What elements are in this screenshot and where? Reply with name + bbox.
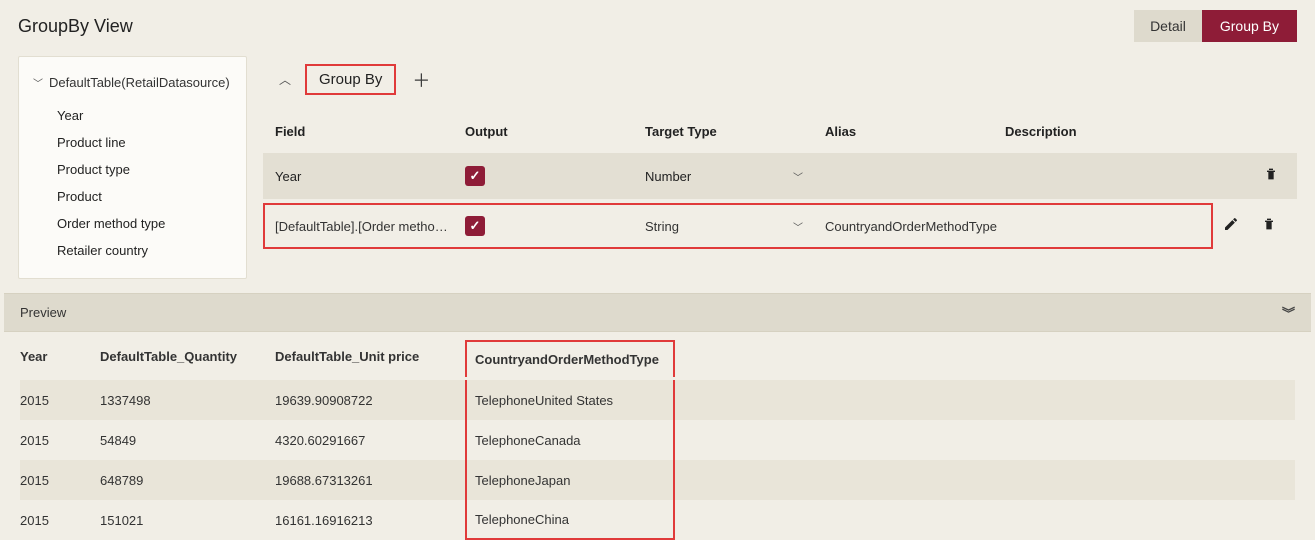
col-target: Target Type [645,124,825,139]
row-actions [1213,216,1297,236]
field-row-order-method: [DefaultTable].[Order method t... ✓ Stri… [263,203,1297,249]
field-cell: Year [275,169,465,184]
preview-col-countrymethod: CountryandOrderMethodType [465,340,675,377]
collapse-preview-icon[interactable]: ︾ [1282,303,1295,322]
output-cell: ✓ [465,216,645,236]
output-checkbox[interactable]: ✓ [465,216,485,236]
target-cell[interactable]: String ﹀ [645,219,825,234]
detail-button[interactable]: Detail [1134,10,1202,42]
tree-item-product[interactable]: Product [57,183,246,210]
field-table-header: Field Output Target Type Alias Descripti… [263,109,1297,153]
view-mode-buttons: Detail Group By [1134,10,1297,42]
preview-row: 2015 1337498 19639.90908722 TelephoneUni… [20,380,1295,420]
cell: 1337498 [100,393,275,408]
delete-icon[interactable] [1261,216,1277,236]
collapse-chevron-icon[interactable]: ︿ [275,67,295,92]
tree-item-retailer-country[interactable]: Retailer country [57,237,246,264]
target-cell[interactable]: Number ﹀ [645,169,825,184]
chevron-down-icon: ﹀ [793,219,803,234]
target-value: Number [645,169,691,184]
preview-head-row: Year DefaultTable_Quantity DefaultTable_… [20,332,1295,380]
tree-item-year[interactable]: Year [57,102,246,129]
highlighted-row: [DefaultTable].[Order method t... ✓ Stri… [263,203,1213,249]
preview-title: Preview [20,305,66,320]
tree-item-order-method-type[interactable]: Order method type [57,210,246,237]
cell: TelephoneCanada [465,420,675,460]
cell: 2015 [20,393,100,408]
edit-icon[interactable] [1223,216,1239,236]
chevron-down-icon: ﹀ [33,75,43,90]
cell: 19688.67313261 [275,473,465,488]
page-title: GroupBy View [18,16,133,37]
preview-row: 2015 648789 19688.67313261 TelephoneJapa… [20,460,1295,500]
field-cell: [DefaultTable].[Order method t... [275,219,465,234]
fields-sidebar: ﹀ DefaultTable(RetailDatasource) Year Pr… [18,56,247,279]
row-actions [1225,166,1285,186]
preview-row: 2015 54849 4320.60291667 TelephoneCanada [20,420,1295,460]
groupby-chip[interactable]: Group By [305,64,396,95]
groupby-button[interactable]: Group By [1202,10,1297,42]
cell: TelephoneChina [465,500,675,540]
cell: TelephoneUnited States [465,380,675,420]
tree-root-node[interactable]: ﹀ DefaultTable(RetailDatasource) [19,71,246,102]
col-alias: Alias [825,124,1005,139]
chevron-down-icon: ﹀ [793,169,803,184]
cell: 2015 [20,513,100,528]
cell: 151021 [100,513,275,528]
col-output: Output [465,124,645,139]
cell: 2015 [20,433,100,448]
col-description: Description [1005,124,1225,139]
preview-table: Year DefaultTable_Quantity DefaultTable_… [4,332,1311,540]
cell: 2015 [20,473,100,488]
tree-item-product-line[interactable]: Product line [57,129,246,156]
cell: TelephoneJapan [465,460,675,500]
field-row-year: Year ✓ Number ﹀ [263,153,1297,199]
preview-col-quantity: DefaultTable_Quantity [100,349,275,364]
tree-children: Year Product line Product type Product O… [19,102,246,264]
preview-col-unitprice: DefaultTable_Unit price [275,349,465,364]
col-field: Field [275,124,465,139]
output-checkbox[interactable]: ✓ [465,166,485,186]
cell: 4320.60291667 [275,433,465,448]
config-panel: ︿ Group By ＋ Field Output Target Type Al… [263,56,1297,279]
target-value: String [645,219,679,234]
preview-col-year: Year [20,349,100,364]
alias-cell: CountryandOrderMethodType [825,219,1005,234]
preview-row: 2015 151021 16161.16916213 TelephoneChin… [20,500,1295,540]
main-row: ﹀ DefaultTable(RetailDatasource) Year Pr… [0,56,1315,293]
tree-item-product-type[interactable]: Product type [57,156,246,183]
preview-header: Preview ︾ [4,293,1311,332]
tree-root-label: DefaultTable(RetailDatasource) [49,75,230,90]
page-header: GroupBy View Detail Group By [0,0,1315,56]
cell: 16161.16916213 [275,513,465,528]
groupby-bar: ︿ Group By ＋ [263,56,1297,109]
cell: 54849 [100,433,275,448]
cell: 19639.90908722 [275,393,465,408]
cell: 648789 [100,473,275,488]
preview-section: Preview ︾ Year DefaultTable_Quantity Def… [0,293,1315,540]
add-groupby-icon[interactable]: ＋ [406,67,436,93]
output-cell: ✓ [465,166,645,186]
delete-icon[interactable] [1263,166,1279,186]
